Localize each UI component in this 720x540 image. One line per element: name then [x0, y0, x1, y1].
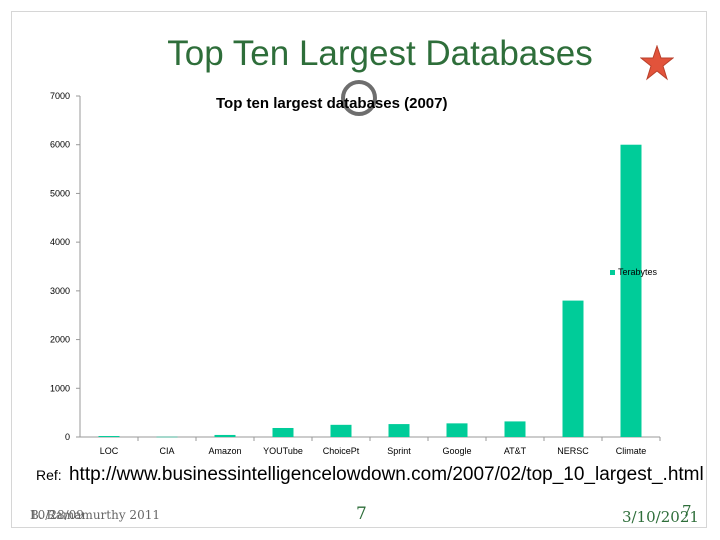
y-tick-label: 5000	[50, 188, 70, 198]
bar-amazon	[214, 434, 236, 437]
bar-climate	[620, 144, 642, 437]
x-tick-label: ChoicePt	[323, 446, 360, 456]
x-tick-label: Amazon	[208, 446, 241, 456]
x-tick-label: YOUTube	[263, 446, 303, 456]
footer-page-number: 7	[682, 502, 692, 520]
bar-google	[446, 423, 468, 437]
ref-url: http://www.businessintelligencelowdown.c…	[68, 464, 704, 485]
slide-title: Top Ten Largest Databases	[167, 34, 593, 73]
footer-author: B. Ramamurthy 2011	[30, 508, 160, 522]
bar-choicept	[330, 424, 352, 437]
legend-label: Terabytes	[618, 267, 658, 277]
x-tick-label: Climate	[616, 446, 647, 456]
bar-cia	[156, 436, 178, 438]
star-icon	[640, 45, 674, 81]
legend-swatch	[610, 270, 615, 276]
x-tick-label: LOC	[100, 446, 119, 456]
footer-date-overlap: 10/28/09	[30, 508, 84, 522]
bar-loc	[98, 436, 120, 437]
y-tick-label: 4000	[50, 237, 70, 247]
footer-slide-number: 7	[356, 504, 367, 524]
chart-title: Top ten largest databases (2007)	[216, 95, 448, 112]
x-tick-label: AT&T	[504, 446, 527, 456]
y-tick-label: 2000	[50, 335, 70, 345]
bar-sprint	[388, 424, 410, 437]
y-tick-label: 7000	[50, 91, 70, 101]
x-tick-label: Sprint	[387, 446, 411, 456]
footer-date: 3/10/2021	[622, 508, 699, 526]
bar-at-t	[504, 421, 526, 437]
y-tick-label: 1000	[50, 383, 70, 393]
y-tick-label: 6000	[50, 140, 70, 150]
x-tick-label: CIA	[159, 446, 174, 456]
bar-youtube	[272, 427, 294, 437]
reference-line: Ref: http://www.businessintelligencelowd…	[36, 464, 704, 486]
x-tick-label: Google	[442, 446, 471, 456]
ref-label: Ref:	[36, 467, 62, 483]
slide-frame	[11, 11, 707, 528]
x-tick-label: NERSC	[557, 446, 589, 456]
y-tick-label: 0	[65, 432, 70, 442]
bar-nersc	[562, 300, 584, 437]
circle-icon	[341, 80, 377, 116]
y-tick-label: 3000	[50, 286, 70, 296]
chart-legend: Terabytes	[610, 267, 657, 277]
